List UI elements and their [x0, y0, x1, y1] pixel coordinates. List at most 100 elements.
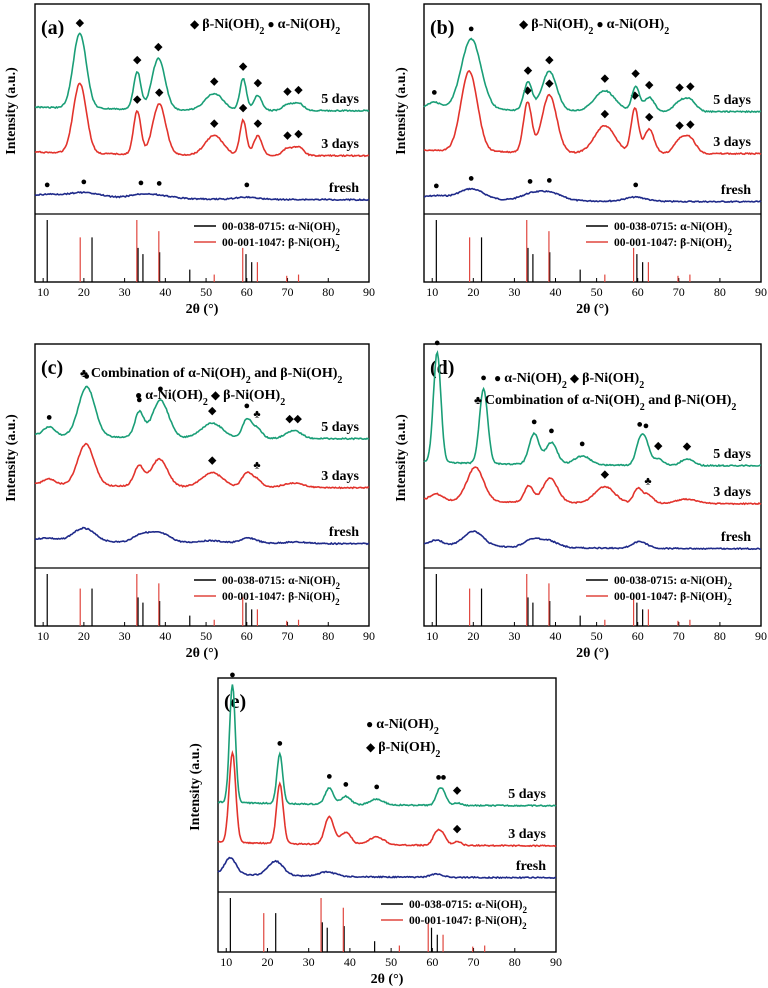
y-axis-label: Intensity (a.u.)	[394, 67, 409, 155]
legend-subscript: 2	[731, 402, 736, 413]
reference-legend-text: 00-001-1047: β-Ni(OH)2	[614, 237, 732, 253]
panel-c: 10 20 30 40 50 60 70 80 90 2θ (°) Intensity (a.u.)…	[4, 343, 375, 661]
x-tick-label: 80	[509, 955, 521, 969]
legend-subscript: 2	[203, 397, 208, 408]
x-tick-label: 10	[426, 629, 438, 643]
beta-marker: ◆	[654, 440, 663, 452]
alpha-marker: ●	[157, 383, 164, 395]
reference-subscript: 2	[727, 243, 732, 253]
x-tick-label: 80	[322, 629, 334, 643]
beta-marker: ◆	[631, 89, 640, 101]
reference-phase: β-Ni(OH)	[288, 237, 335, 249]
panel-label: (a)	[41, 17, 64, 39]
alpha-marker: ●	[548, 425, 555, 437]
legend-text: and β-Ni(OH)	[251, 366, 338, 381]
series-line-3-days	[423, 466, 762, 506]
beta-marker: ◆	[675, 120, 684, 132]
x-axis-label: 2θ (°)	[576, 646, 609, 661]
x-tick-label: 90	[363, 285, 375, 299]
beta-marker: ◆	[254, 117, 263, 129]
x-tick-label: 90	[363, 629, 375, 643]
series-label: 5 days	[713, 93, 751, 108]
legend-subscript: 2	[335, 26, 340, 37]
plot-frame	[423, 3, 762, 283]
series-label: 5 days	[321, 92, 359, 107]
alpha-marker: ●	[229, 669, 236, 681]
legend-symbol: ●	[494, 371, 504, 385]
x-axis-label: 2θ (°)	[186, 302, 219, 317]
legend-subscript: 2	[588, 26, 593, 37]
series-line-3-days	[34, 82, 370, 158]
legend-symbol: ♣	[80, 366, 91, 380]
x-tick-label: 40	[159, 629, 171, 643]
reference-code: 00-038-0715:	[614, 221, 680, 233]
y-axis-label: Intensity (a.u.)	[4, 67, 19, 155]
alpha-marker: ●	[136, 394, 143, 406]
alpha-marker: ●	[83, 370, 90, 382]
beta-marker: ◆	[208, 405, 217, 417]
reference-legend-text: 00-038-0715: α-Ni(OH)2	[614, 575, 732, 591]
beta-marker: ◆	[210, 76, 219, 88]
beta-marker: ◆	[210, 117, 219, 129]
x-tick-label: 50	[591, 285, 603, 299]
x-tick-label: 20	[78, 285, 90, 299]
beta-marker: ◆	[545, 77, 554, 89]
reference-code: 00-001-1047:	[222, 237, 288, 249]
reference-subscript: 2	[522, 921, 527, 931]
x-tick-label: 20	[78, 629, 90, 643]
series-line-fresh	[424, 187, 762, 204]
legend-symbol: ◆	[190, 17, 202, 31]
legend-subscript: 2	[337, 375, 342, 386]
alpha-marker: ●	[138, 177, 145, 189]
x-tick-label: 20	[261, 955, 273, 969]
panel-a: 10 20 30 40 50 60 70 80 90 2θ (°) Intensity (a.u.)…	[4, 3, 375, 317]
alpha-marker: ●	[44, 179, 51, 191]
reference-code: 00-038-0715:	[614, 575, 680, 587]
x-axis-label: 2θ (°)	[371, 972, 404, 987]
legend-symbol: ◆	[366, 740, 378, 754]
beta-marker: ◆	[545, 54, 554, 66]
reference-subscript: 2	[335, 243, 340, 253]
x-tick-label: 70	[282, 629, 294, 643]
alpha-marker: ●	[468, 173, 475, 185]
legend-subscript: 2	[259, 26, 264, 37]
phase-legend-line: ◆ β-Ni(OH)2 ● α-Ni(OH)2	[190, 17, 340, 37]
x-tick-label: 80	[714, 285, 726, 299]
phase-legend-line: ♣ Combination of α-Ni(OH)2 and β-Ni(OH)2	[80, 366, 342, 386]
alpha-marker: ●	[527, 176, 534, 188]
alpha-marker: ●	[636, 419, 643, 431]
legend-subscript: 2	[246, 375, 251, 386]
beta-marker: ◆	[453, 823, 462, 835]
series-label: fresh	[721, 530, 751, 545]
legend-symbol: ◆	[208, 388, 223, 402]
series-label: fresh	[329, 181, 359, 196]
alpha-marker: ●	[431, 87, 438, 99]
x-tick-label: 40	[159, 285, 171, 299]
reference-phase: β-Ni(OH)	[475, 915, 522, 927]
phase-legend-line: ◆ β-Ni(OH)2 ● α-Ni(OH)2	[519, 17, 669, 37]
beta-marker: ◆	[645, 111, 654, 123]
alpha-marker: ●	[643, 420, 650, 432]
x-tick-label: 60	[632, 285, 644, 299]
series-label: 3 days	[713, 135, 751, 150]
beta-marker: ◆	[283, 129, 292, 141]
panel-label: (c)	[41, 357, 63, 379]
panel-label: (d)	[430, 357, 454, 379]
reference-legend-text: 00-038-0715: α-Ni(OH)2	[409, 899, 527, 915]
legend-text: β-Ni(OH)	[202, 17, 259, 32]
beta-marker: ◆	[154, 41, 163, 53]
reference-legend-text: 00-038-0715: α-Ni(OH)2	[222, 221, 340, 237]
legend-subscript: 2	[639, 380, 644, 391]
x-tick-label: 80	[714, 629, 726, 643]
alpha-marker: ●	[440, 771, 447, 783]
y-axis-label: Intensity (a.u.)	[4, 414, 19, 502]
x-tick-label: 30	[303, 955, 315, 969]
series-line-fresh	[217, 856, 557, 880]
x-tick-label: 90	[550, 955, 562, 969]
reference-legend-text: 00-001-1047: β-Ni(OH)2	[614, 591, 732, 607]
reference-legend-text: 00-038-0715: α-Ni(OH)2	[222, 575, 340, 591]
x-tick-label: 50	[200, 629, 212, 643]
panel-d: 10 20 30 40 50 60 70 80 90 2θ (°) Intensity (a.u.)…	[394, 337, 767, 661]
x-tick-label: 60	[241, 285, 253, 299]
series-label: 5 days	[321, 420, 359, 435]
